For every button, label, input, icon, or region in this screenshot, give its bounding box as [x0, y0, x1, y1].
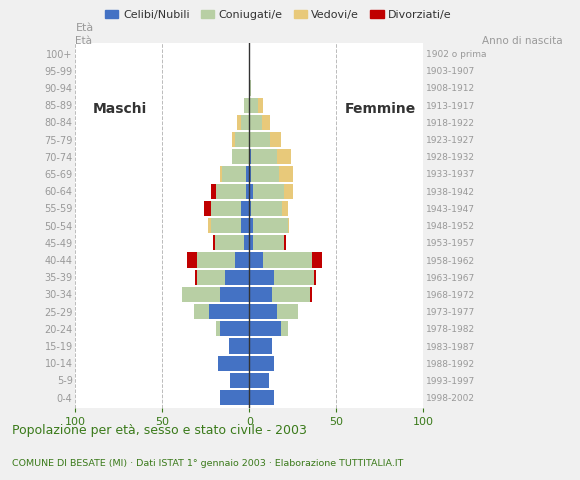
Bar: [249, 218, 253, 233]
Bar: [220, 390, 249, 405]
Bar: [246, 184, 249, 199]
Bar: [246, 167, 249, 181]
Bar: [249, 97, 258, 113]
Bar: [249, 304, 277, 319]
Bar: [215, 235, 244, 251]
Text: Femmine: Femmine: [345, 102, 416, 116]
Bar: [220, 321, 249, 336]
Bar: [249, 132, 270, 147]
Bar: [241, 201, 249, 216]
Bar: [249, 287, 272, 302]
Bar: [229, 338, 249, 354]
Bar: [253, 218, 288, 233]
Bar: [251, 167, 279, 181]
Bar: [262, 115, 270, 130]
Bar: [232, 149, 249, 164]
Bar: [241, 218, 249, 233]
Bar: [249, 115, 262, 130]
Bar: [249, 390, 274, 405]
Bar: [249, 201, 251, 216]
Bar: [310, 287, 312, 302]
Bar: [314, 270, 316, 285]
Bar: [253, 184, 284, 199]
Bar: [263, 252, 312, 267]
Bar: [284, 184, 293, 199]
Text: Anno di nascita: Anno di nascita: [482, 36, 563, 46]
Legend: Celibi/Nubili, Coniugati/e, Vedovi/e, Divorziati/e: Celibi/Nubili, Coniugati/e, Vedovi/e, Di…: [101, 6, 456, 24]
Text: Popolazione per età, sesso e stato civile - 2003: Popolazione per età, sesso e stato civil…: [12, 424, 306, 437]
Bar: [249, 184, 253, 199]
Text: COMUNE DI BESATE (MI) · Dati ISTAT 1° gennaio 2003 · Elaborazione TUTTITALIA.IT: COMUNE DI BESATE (MI) · Dati ISTAT 1° ge…: [12, 459, 403, 468]
Bar: [237, 115, 241, 130]
Bar: [211, 218, 241, 233]
Bar: [244, 97, 249, 113]
Bar: [272, 287, 310, 302]
Bar: [232, 132, 235, 147]
Text: Maschi: Maschi: [93, 102, 147, 116]
Bar: [249, 338, 272, 354]
Bar: [197, 252, 235, 267]
Bar: [182, 287, 220, 302]
Bar: [220, 167, 222, 181]
Bar: [258, 97, 263, 113]
Bar: [277, 149, 291, 164]
Bar: [216, 321, 220, 336]
Bar: [288, 218, 289, 233]
Bar: [249, 321, 281, 336]
Bar: [277, 304, 298, 319]
Bar: [213, 235, 215, 251]
Bar: [281, 321, 288, 336]
Bar: [249, 235, 253, 251]
Bar: [230, 373, 249, 388]
Bar: [249, 373, 269, 388]
Bar: [251, 201, 282, 216]
Bar: [284, 235, 286, 251]
Bar: [279, 167, 293, 181]
Bar: [208, 218, 211, 233]
Text: Età: Età: [75, 36, 92, 46]
Bar: [249, 80, 251, 96]
Bar: [195, 270, 197, 285]
Bar: [274, 270, 314, 285]
Bar: [220, 287, 249, 302]
Bar: [211, 184, 216, 199]
Bar: [225, 270, 249, 285]
Bar: [249, 167, 251, 181]
Bar: [241, 115, 249, 130]
Bar: [249, 270, 274, 285]
Bar: [251, 149, 277, 164]
Bar: [218, 356, 249, 371]
Bar: [235, 132, 249, 147]
Bar: [204, 201, 211, 216]
Bar: [249, 252, 263, 267]
Bar: [222, 167, 246, 181]
Bar: [216, 184, 246, 199]
Bar: [249, 356, 274, 371]
Bar: [312, 252, 322, 267]
Bar: [270, 132, 281, 147]
Text: Età: Età: [75, 23, 93, 33]
Bar: [197, 270, 225, 285]
Bar: [209, 304, 249, 319]
Bar: [249, 149, 251, 164]
Bar: [253, 235, 284, 251]
Bar: [244, 235, 249, 251]
Bar: [211, 201, 241, 216]
Bar: [282, 201, 288, 216]
Bar: [187, 252, 197, 267]
Bar: [235, 252, 249, 267]
Bar: [194, 304, 209, 319]
